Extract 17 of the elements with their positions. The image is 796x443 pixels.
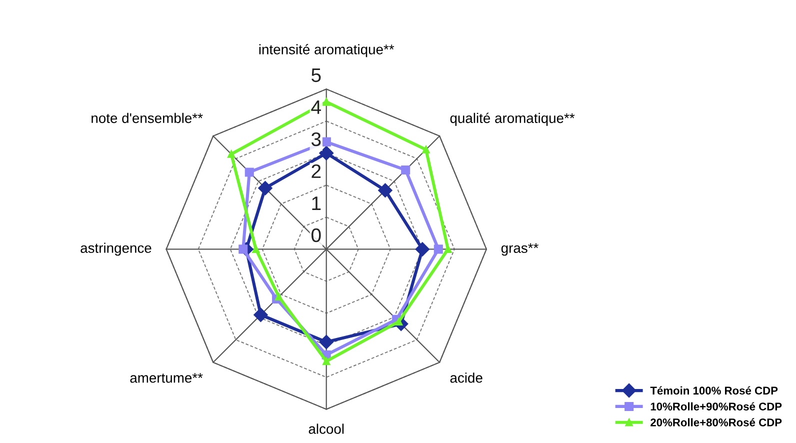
spoke-label: alcool <box>308 424 344 434</box>
legend-label: 10%Rolle+90%Rosé CDP <box>650 402 782 410</box>
spoke-label: note d'ensemble** <box>92 112 203 124</box>
legend-label: Témoin 100% Rosé CDP <box>650 386 778 395</box>
y-tick-label: 2 <box>312 164 321 178</box>
y-tick-label: 5 <box>312 68 321 82</box>
spoke-label: qualité aromatique** <box>450 112 575 126</box>
legend-label: 20%Rolle+80%Rosé CDP <box>650 418 782 426</box>
spoke-label: acide <box>450 372 482 383</box>
y-tick-label: 4 <box>311 100 321 114</box>
spoke-label: amertume** <box>130 373 203 383</box>
y-tick-label: 3 <box>311 132 321 146</box>
spoke-label: intensité aromatique** <box>259 44 394 58</box>
spoke-label: astringence <box>80 242 152 256</box>
spoke-label: gras** <box>501 243 538 256</box>
y-tick-label: 0 <box>312 228 321 242</box>
y-tick-label: 1 <box>312 196 321 210</box>
